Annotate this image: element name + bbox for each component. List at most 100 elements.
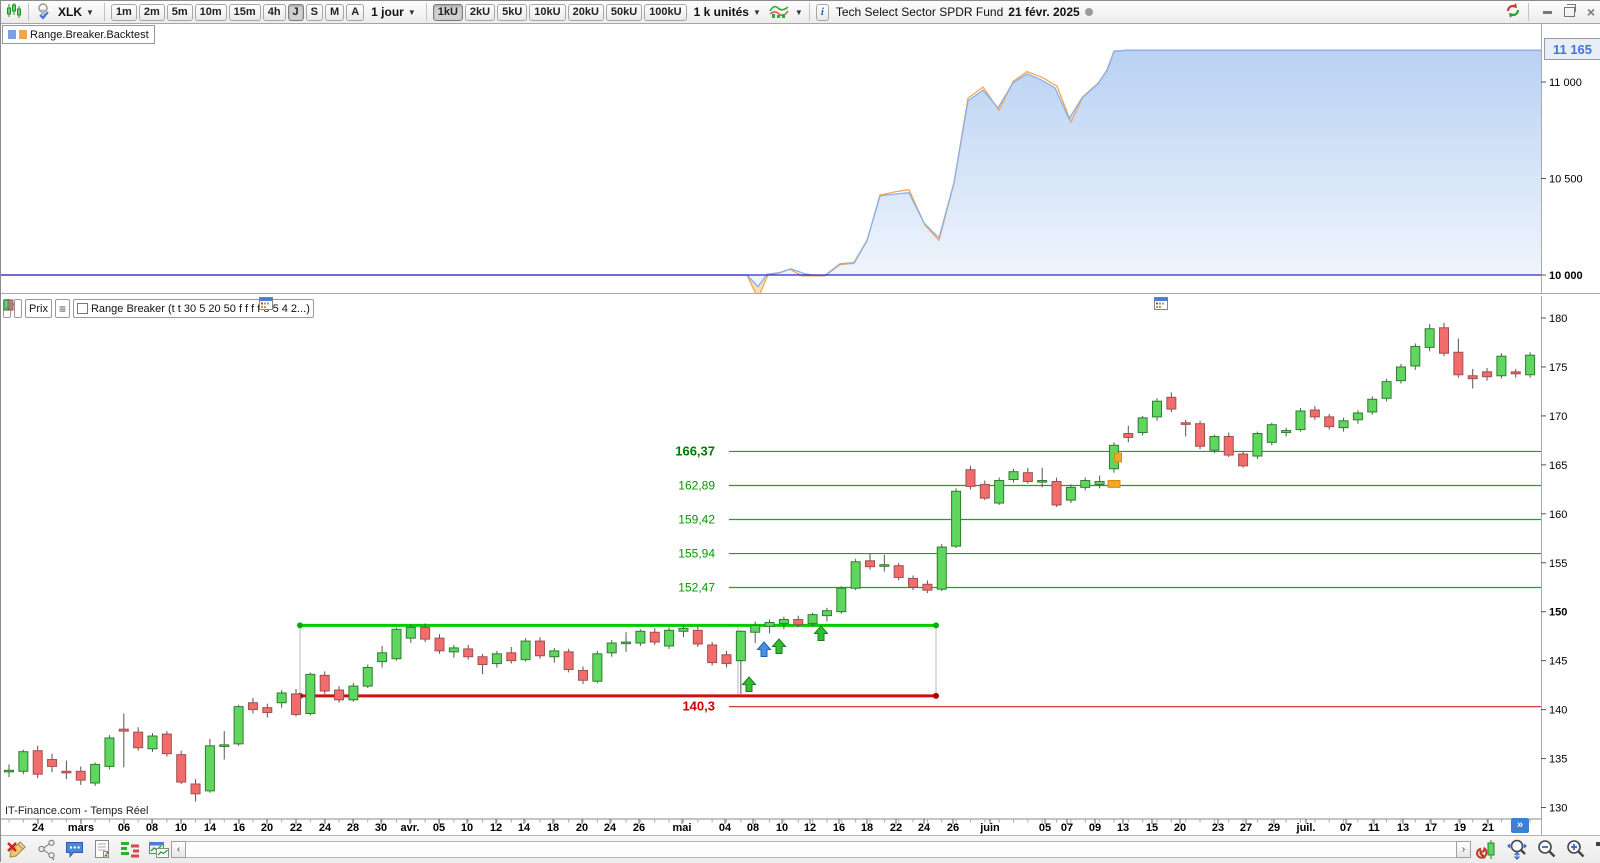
list-button[interactable]: ≡ [55, 299, 70, 318]
price-chart[interactable]: 166,37162,89159,42155,94152,47140,318017… [1, 296, 1600, 835]
unit-button-100kU[interactable]: 100kU [644, 4, 686, 21]
timeframe-button-10m[interactable]: 10m [195, 4, 227, 21]
candle-body [220, 745, 229, 747]
series-blue-swatch-icon [8, 30, 16, 39]
range-dot [297, 622, 303, 628]
date-label: 24 [32, 822, 45, 834]
link-tool-icon[interactable] [35, 2, 51, 23]
equity-axis-label: 10 000 [1549, 270, 1583, 282]
calendar-event-icon[interactable] [259, 296, 273, 310]
news-document-icon[interactable] [93, 839, 112, 860]
unit-button-50kU[interactable]: 50kU [606, 4, 642, 21]
candle-body [593, 654, 602, 681]
unit-button-5kU[interactable]: 5kU [497, 4, 527, 21]
units-dropdown[interactable]: 1 k unités▼ [690, 5, 765, 19]
candle-body [1368, 399, 1377, 412]
candle-body [162, 734, 171, 754]
move-panel-up-button[interactable] [14, 299, 22, 318]
candle-body [492, 654, 501, 664]
date-label: 12 [804, 822, 816, 834]
calendar-event-icon[interactable] [1154, 296, 1168, 310]
indicator-checkbox[interactable] [77, 303, 88, 314]
candle-body [1095, 481, 1104, 484]
date-label: 21 [1482, 822, 1494, 834]
timeframe-button-A[interactable]: A [346, 4, 364, 21]
unit-button-2kU[interactable]: 2kU [465, 4, 495, 21]
timeframe-button-M[interactable]: M [325, 4, 344, 21]
info-button[interactable]: i [816, 4, 829, 21]
wrench-icon[interactable] [3, 299, 15, 311]
candle-body [952, 491, 961, 546]
candle-body [779, 620, 788, 624]
market-depth-icon[interactable] [120, 840, 140, 860]
zoom-in-icon[interactable] [1565, 838, 1587, 861]
refresh-icon[interactable] [1504, 2, 1522, 22]
price-axis-label: 160 [1549, 509, 1567, 521]
unit-button-20kU[interactable]: 20kU [568, 4, 604, 21]
timeframe-button-S[interactable]: S [306, 4, 323, 21]
period-dropdown[interactable]: 1 jour▼ [367, 5, 420, 19]
date-label: 09 [1089, 822, 1101, 834]
equity-value-badge: 11 165 [1544, 38, 1600, 60]
delete-drawings-icon[interactable] [5, 839, 29, 860]
unit-button-1kU[interactable]: 1kU [433, 4, 463, 21]
close-icon[interactable]: × [1587, 7, 1595, 17]
backtest-tab[interactable]: Range.Breaker.Backtest [2, 25, 155, 44]
timeframe-button-5m[interactable]: 5m [167, 4, 193, 21]
candle-body [1497, 356, 1506, 376]
chart-windows-icon[interactable] [148, 840, 170, 860]
scroll-forward-button[interactable]: » [1511, 818, 1529, 833]
chart-style-icon[interactable] [768, 3, 792, 22]
buy-arrow-green [773, 639, 786, 654]
date-label: 11 [1368, 822, 1380, 834]
candle-body [1267, 425, 1276, 443]
series-orange-swatch-icon [19, 30, 27, 39]
scrollbar-left-arrow[interactable]: ‹ [171, 841, 186, 858]
panel-expand-icon[interactable] [1594, 838, 1600, 861]
candle-body [1382, 382, 1391, 399]
date-label: 08 [146, 822, 158, 834]
date-label: 07 [1061, 822, 1073, 834]
timeframe-button-15m[interactable]: 15m [229, 4, 261, 21]
chart-settings-icon[interactable] [1476, 838, 1500, 861]
unit-button-10kU[interactable]: 10kU [529, 4, 565, 21]
timeframe-button-1m[interactable]: 1m [111, 4, 137, 21]
timeframe-button-4h[interactable]: 4h [263, 4, 286, 21]
candle-body [1023, 473, 1032, 482]
candle-body [808, 615, 817, 624]
date-label: 05 [1039, 822, 1051, 834]
candle-body [191, 784, 200, 794]
candle-body [335, 690, 344, 700]
timeframe-button-2m[interactable]: 2m [139, 4, 165, 21]
candle-body [449, 648, 458, 652]
restore-icon[interactable] [1564, 7, 1575, 17]
candle-body [1181, 423, 1190, 425]
price-axis-label: 165 [1549, 460, 1567, 472]
indicator-button[interactable]: Range Breaker (t t 30 5 20 50 f f f f 5 … [73, 299, 314, 318]
equity-axis-label: 11 000 [1549, 77, 1582, 89]
price-axis-label: 145 [1549, 656, 1567, 668]
candle-body [1052, 481, 1061, 504]
candle-body [1440, 328, 1449, 353]
date-label: 04 [719, 822, 732, 834]
scrollbar-track[interactable] [186, 841, 1456, 858]
share-icon[interactable] [37, 839, 57, 860]
price-series-button[interactable]: Prix [25, 299, 52, 318]
zoom-fit-icon[interactable] [1507, 838, 1529, 861]
horizontal-scrollbar[interactable]: ‹ › [171, 841, 1471, 858]
zoom-out-icon[interactable] [1536, 838, 1558, 861]
candle-body [736, 631, 745, 660]
comments-icon[interactable] [65, 840, 85, 860]
date-label: 18 [861, 822, 873, 834]
price-axis-label: 155 [1549, 558, 1567, 570]
chart-style-dropdown[interactable]: ▼ [795, 8, 803, 17]
candle-body [1325, 417, 1334, 427]
bottom-right-icons [1476, 838, 1600, 861]
scrollbar-right-arrow[interactable]: › [1456, 841, 1471, 858]
candle-body [607, 643, 616, 653]
minimize-icon[interactable] [1543, 11, 1552, 14]
timeframe-button-J[interactable]: J [288, 4, 304, 21]
symbol-dropdown[interactable]: XLK▼ [54, 5, 98, 19]
date-label: avr. [401, 822, 420, 834]
